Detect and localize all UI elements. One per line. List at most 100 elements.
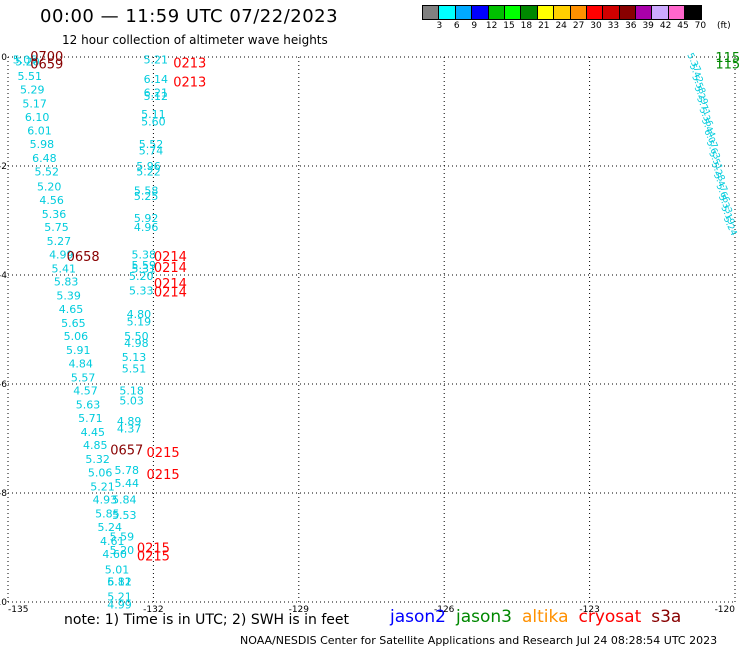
wave-height-value: 4.57 [73, 385, 98, 398]
wave-height-value: 4.93 [93, 494, 118, 507]
wave-height-value: 5.17 [22, 97, 47, 110]
color-scale-label: 12 [485, 21, 498, 31]
wave-height-value: 6.21 [144, 86, 169, 99]
wave-height-value: 5.52 [139, 138, 164, 151]
wave-height-value: 5.19 [127, 315, 152, 328]
wave-height-value: 4.99 [49, 248, 74, 261]
wave-height-value: 5.51 [18, 70, 43, 83]
legend-s3a: s3a [651, 607, 682, 627]
wave-height-value: 5.21 [144, 54, 169, 67]
x-tick-label: -120 [715, 605, 736, 615]
color-scale-label: 33 [607, 21, 620, 31]
color-scale-label: (ft) [717, 21, 731, 31]
wave-height-value: 5.59 [131, 259, 156, 272]
wave-height-value: 5.60 [141, 115, 166, 128]
wave-height-value: 6.10 [25, 111, 50, 124]
y-tick-label: -6 [0, 380, 7, 390]
wave-height-value: 5.71 [78, 412, 103, 425]
wave-height-value: 4.98 [124, 337, 149, 350]
x-tick-label: -123 [579, 605, 599, 615]
color-scale-label: 3 [436, 21, 443, 31]
time-label: 0215 [137, 550, 170, 565]
color-scale-label: 15 [503, 21, 515, 31]
color-scale-label: 42 [659, 21, 672, 31]
time-label: 115 [715, 58, 740, 73]
legend-cryosat: cryosat [578, 607, 642, 627]
chart-title: 00:00 — 11:59 UTC 07/22/2023 [40, 6, 339, 27]
y-tick-label: -2 [0, 162, 7, 172]
wave-height-value: 5.39 [56, 290, 81, 303]
x-tick-label: -132 [143, 605, 163, 615]
wave-height-value: 5.06 [88, 466, 113, 479]
legend-jason3: jason3 [456, 607, 512, 627]
y-tick-label: -4 [0, 271, 7, 281]
color-scale-label: 27 [572, 21, 585, 31]
wave-height-value: 5.82 [107, 575, 132, 588]
wave-height-value: 5.59 [110, 531, 135, 544]
time-label: 0215 [147, 468, 180, 483]
wave-height-value: 5.01 [105, 563, 130, 576]
time-label: 0659 [30, 58, 63, 73]
wave-height-value: 5.29 [20, 84, 45, 97]
time-label: 0657 [110, 443, 143, 458]
wave-height-value: 4.61 [100, 535, 125, 548]
wave-height-value: 5.44 [114, 477, 139, 490]
wave-height-value: 4.45 [81, 426, 106, 439]
wave-height-value: 5.20 [15, 55, 40, 68]
chart-subtitle: 12 hour collection of altimeter wave hei… [62, 33, 328, 47]
wave-height-value: 5.06 [64, 330, 89, 343]
wave-height-value: 4.84 [68, 357, 93, 370]
wave-height-value: 5.96 [136, 160, 161, 173]
wave-height-value: 5.58 [134, 185, 159, 198]
time-label: 0214 [154, 285, 187, 300]
wave-height-value: 6.11 [107, 575, 132, 588]
wave-height-value: 5.25 [134, 190, 159, 203]
y-tick-label: -8 [0, 489, 7, 499]
time-label: 0215 [147, 446, 180, 461]
wave-height-value: 5.03 [119, 394, 144, 407]
time-label: 0658 [67, 250, 100, 265]
wave-height-value: 5.38 [131, 248, 156, 261]
wave-height-value: 5.74 [139, 145, 164, 158]
wave-height-value: 5.78 [114, 464, 139, 477]
wave-height-value: 5.20 [110, 544, 135, 557]
wave-height-value: 5.05 [13, 54, 38, 67]
wave-height-value: 5.13 [122, 351, 147, 364]
footer-credit: NOAA/NESDIS Center for Satellite Applica… [240, 634, 718, 647]
x-tick-label: -126 [434, 605, 455, 615]
wave-height-value: 5.92 [134, 212, 159, 225]
color-scale-bar [422, 5, 702, 20]
wave-height-value: 5.85 [95, 508, 120, 521]
wave-height-value: 4.65 [59, 303, 84, 316]
wave-height-value: 5.52 [35, 165, 60, 178]
wave-height-value: 5.11 [141, 108, 166, 121]
wave-height-value: 4.85 [83, 439, 108, 452]
wave-height-value: 5.50 [124, 330, 149, 343]
wave-height-value: 4.56 [39, 194, 64, 207]
color-scale-label: 39 [642, 21, 654, 31]
x-tick-label: -135 [8, 605, 28, 615]
time-label: 115 [715, 51, 740, 66]
color-scale-label: 45 [677, 21, 689, 31]
wave-height-value: 5.91 [66, 344, 91, 357]
legend-jason2: jason2 [390, 607, 446, 627]
wave-height-value: 4.89 [117, 415, 142, 428]
wave-height-value: 5.20 [129, 270, 154, 283]
wave-height-value: 5.75 [44, 221, 69, 234]
wave-height-value: 5.24 [721, 215, 739, 238]
color-scale-cell [684, 5, 702, 20]
color-scale-label: 9 [471, 21, 478, 31]
wave-height-value: 5.33 [129, 284, 154, 297]
color-scale-label: 24 [555, 21, 567, 31]
time-label: 0214 [154, 250, 187, 265]
wave-height-value: 5.21 [107, 591, 132, 604]
color-scale-label: 6 [453, 21, 460, 31]
color-scale-label: 30 [590, 21, 602, 31]
time-label: 0213 [173, 56, 206, 71]
wave-height-value: 5.22 [136, 165, 161, 178]
wave-height-value: 6.01 [27, 125, 52, 138]
wave-height-value: 5.51 [122, 363, 147, 376]
y-tick-label: -10 [0, 598, 7, 608]
